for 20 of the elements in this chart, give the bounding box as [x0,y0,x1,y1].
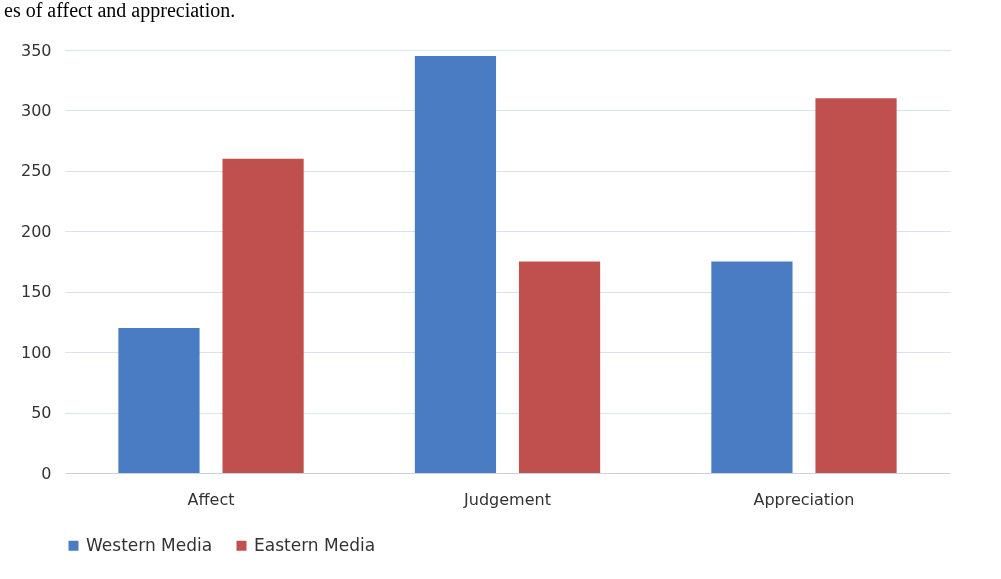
y-tick-label: 50 [31,403,52,423]
legend-label: Eastern Media [254,534,376,555]
bar [711,261,793,473]
bar [118,327,200,473]
legend-label: Western Media [86,534,213,555]
text: es of affect and appreciation. [3,0,237,22]
y-tick-label: 350 [20,40,52,60]
x-tick-label: Appreciation [753,489,855,509]
y-tick-label: 150 [20,282,52,302]
bar [222,158,304,473]
y-tick-label: 100 [20,342,52,362]
y-tick-label: 200 [20,221,52,241]
y-tick-label: 0 [41,463,52,483]
y-tick-label: 250 [20,161,52,181]
bar [414,56,497,473]
bar [815,98,897,473]
bar [518,261,601,473]
x-tick-label: Affect [187,489,235,509]
y-tick-label: 300 [20,100,52,120]
x-tick-label: Judgement [463,489,551,509]
